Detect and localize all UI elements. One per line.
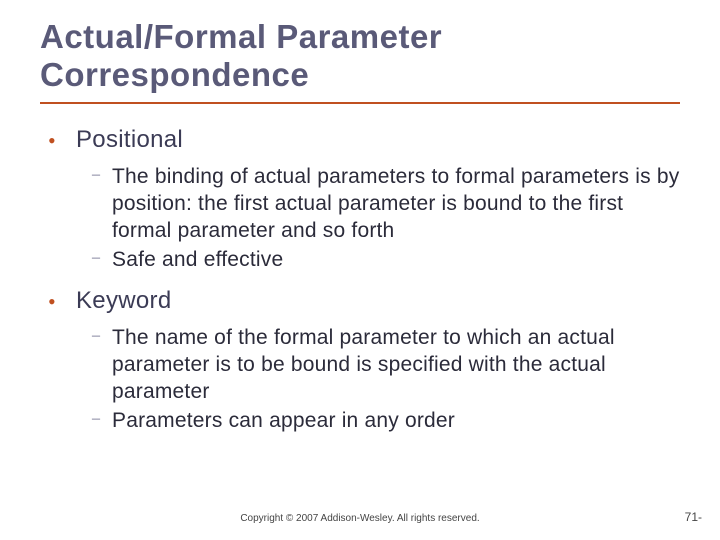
- bullet-label: Keyword: [76, 287, 171, 315]
- sub-bullet-item: – Safe and effective: [92, 247, 680, 274]
- dash-icon: –: [92, 408, 112, 430]
- bullet-item-keyword: • Keyword – The name of the formal param…: [48, 287, 680, 435]
- sub-bullet-list: – The binding of actual parameters to fo…: [48, 164, 680, 274]
- sub-bullet-text: Parameters can appear in any order: [112, 408, 455, 435]
- bullet-dot-icon: •: [48, 291, 76, 313]
- sub-bullet-item: – Parameters can appear in any order: [92, 408, 680, 435]
- footer: Copyright © 2007 Addison-Wesley. All rig…: [0, 513, 720, 524]
- bullet-row: • Positional: [48, 126, 680, 154]
- sub-bullet-list: – The name of the formal parameter to wh…: [48, 325, 680, 435]
- sub-bullet-text: Safe and effective: [112, 247, 283, 274]
- sub-bullet-text: The binding of actual parameters to form…: [112, 164, 680, 245]
- bullet-list: • Positional – The binding of actual par…: [40, 126, 680, 435]
- slide: Actual/Formal Parameter Correspondence •…: [0, 0, 720, 540]
- slide-title: Actual/Formal Parameter Correspondence: [40, 18, 680, 104]
- sub-bullet-text: The name of the formal parameter to whic…: [112, 325, 680, 406]
- bullet-dot-icon: •: [48, 130, 76, 152]
- sub-bullet-item: – The name of the formal parameter to wh…: [92, 325, 680, 406]
- bullet-row: • Keyword: [48, 287, 680, 315]
- bullet-label: Positional: [76, 126, 183, 154]
- dash-icon: –: [92, 164, 112, 186]
- dash-icon: –: [92, 325, 112, 347]
- page-number: 71-: [685, 510, 702, 524]
- sub-bullet-item: – The binding of actual parameters to fo…: [92, 164, 680, 245]
- bullet-item-positional: • Positional – The binding of actual par…: [48, 126, 680, 274]
- dash-icon: –: [92, 247, 112, 269]
- copyright-text: Copyright © 2007 Addison-Wesley. All rig…: [40, 513, 680, 524]
